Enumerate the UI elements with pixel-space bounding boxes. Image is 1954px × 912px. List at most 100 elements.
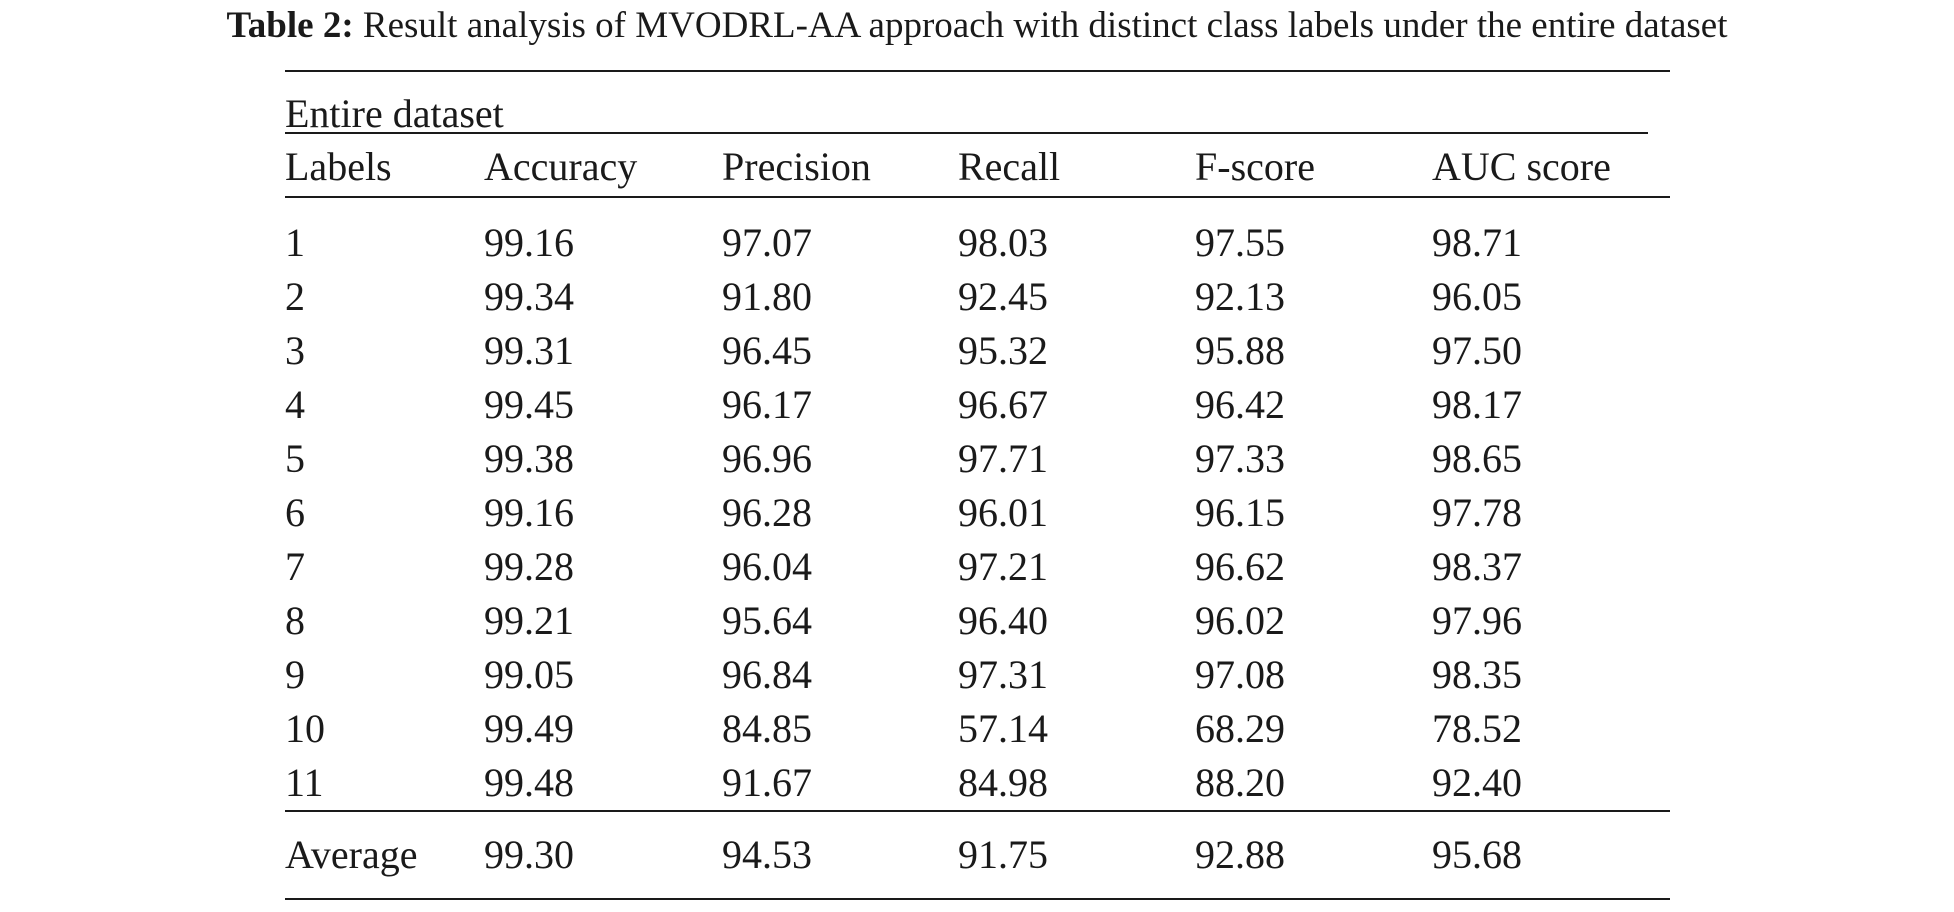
table-cell: 68.29 — [1195, 706, 1285, 751]
table-cell: 1 — [285, 220, 305, 265]
table-cell: 3 — [285, 328, 305, 373]
table-cell: 99.30 — [484, 810, 722, 900]
table-cell: 97.33 — [1195, 436, 1285, 481]
table-cell: 99.48 — [484, 760, 574, 805]
table-cell: 96.01 — [958, 490, 1048, 535]
column-header: F-score — [1195, 138, 1432, 198]
table-cell: Average — [285, 810, 484, 900]
table-cell: 97.08 — [1195, 652, 1285, 697]
column-header: AUC score — [1432, 138, 1671, 198]
table-cell: 98.37 — [1432, 544, 1522, 589]
table-cell: 99.34 — [484, 274, 574, 319]
group-header-row: Entire dataset — [285, 70, 1671, 138]
table-cell: 6 — [285, 490, 305, 535]
table-cell: 96.05 — [1432, 274, 1522, 319]
table-cell: 95.88 — [1195, 328, 1285, 373]
table-cell: 92.45 — [958, 274, 1048, 319]
table-row: 6 99.16 96.28 96.01 96.15 97.78 — [285, 486, 1670, 540]
table-row: 3 99.31 96.45 95.32 95.88 97.50 — [285, 324, 1670, 378]
table-cell: 98.17 — [1432, 382, 1522, 427]
table-cell: 88.20 — [1195, 760, 1285, 805]
table-cell: 57.14 — [958, 706, 1048, 751]
table-cell: 96.40 — [958, 598, 1048, 643]
table-cell: 91.67 — [722, 760, 812, 805]
spacer-row — [285, 197, 1670, 216]
table-cell: 97.55 — [1195, 220, 1285, 265]
group-header-rule — [285, 132, 1648, 134]
table-cell: 2 — [285, 274, 305, 319]
table-cell: 95.32 — [958, 328, 1048, 373]
table-row: 7 99.28 96.04 97.21 96.62 98.37 — [285, 540, 1670, 594]
table-cell: 96.84 — [722, 652, 812, 697]
table-body: 1 99.16 97.07 98.03 97.55 98.71 2 99.34 91.80 92.… — [285, 216, 1670, 811]
table-cell: 96.42 — [1195, 382, 1285, 427]
table-cell: 92.88 — [1195, 810, 1432, 900]
results-table-container: Entire dataset Labels Accuracy Precision… — [285, 70, 1671, 900]
table-cell: 5 — [285, 436, 305, 481]
spacer-cell — [285, 197, 1670, 216]
results-table: Entire dataset Labels Accuracy Precision… — [285, 70, 1671, 900]
table-caption-text: Result analysis of MVODRL-AA approach wi… — [353, 5, 1728, 46]
table-cell: 96.17 — [722, 382, 812, 427]
column-header-row: Labels Accuracy Precision Recall F-score… — [285, 138, 1671, 198]
table-cell: 97.71 — [958, 436, 1048, 481]
table-cell: 4 — [285, 382, 305, 427]
table-cell: 97.96 — [1432, 598, 1522, 643]
table-cell: 99.21 — [484, 598, 574, 643]
table-row: 5 99.38 96.96 97.71 97.33 98.65 — [285, 432, 1670, 486]
table-cell: 96.28 — [722, 490, 812, 535]
table-cell: 7 — [285, 544, 305, 589]
table-caption-label: Table 2: — [226, 5, 354, 46]
table-cell: 97.31 — [958, 652, 1048, 697]
table-cell: 78.52 — [1432, 706, 1522, 751]
table-cell: 99.31 — [484, 328, 574, 373]
table-row: 4 99.45 96.17 96.67 96.42 98.17 — [285, 378, 1670, 432]
table-cell: 84.85 — [722, 706, 812, 751]
table-cell: 96.67 — [958, 382, 1048, 427]
table-cell: 9 — [285, 652, 305, 697]
table-cell: 97.21 — [958, 544, 1048, 589]
table-cell: 99.16 — [484, 220, 574, 265]
table-cell: 97.50 — [1432, 328, 1522, 373]
table-cell: 84.98 — [958, 760, 1048, 805]
table-cell: 95.68 — [1432, 810, 1671, 900]
average-row: Average 99.30 94.53 91.75 92.88 95.68 — [285, 810, 1671, 900]
group-header-cell: Entire dataset — [285, 70, 1671, 138]
table-cell: 99.28 — [484, 544, 574, 589]
table-cell: 99.16 — [484, 490, 574, 535]
table-cell: 98.71 — [1432, 220, 1522, 265]
table-cell: 96.04 — [722, 544, 812, 589]
table-cell: 98.65 — [1432, 436, 1522, 481]
table-cell: 97.07 — [722, 220, 812, 265]
column-header: Precision — [722, 138, 958, 198]
table-cell: 92.40 — [1432, 760, 1522, 805]
table-cell: 11 — [285, 760, 324, 805]
table-cell: 8 — [285, 598, 305, 643]
table-cell: 97.78 — [1432, 490, 1522, 535]
table-cell: 96.96 — [722, 436, 812, 481]
table-cell: 96.02 — [1195, 598, 1285, 643]
column-header: Accuracy — [484, 138, 722, 198]
table-cell: 92.13 — [1195, 274, 1285, 319]
table-cell: 96.62 — [1195, 544, 1285, 589]
table-row: 9 99.05 96.84 97.31 97.08 98.35 — [285, 648, 1670, 702]
table-cell: 94.53 — [722, 810, 958, 900]
table-row: 1 99.16 97.07 98.03 97.55 98.71 — [285, 216, 1670, 270]
column-header: Labels — [285, 138, 484, 198]
table-cell: 91.80 — [722, 274, 812, 319]
table-cell: 10 — [285, 706, 325, 751]
table-cell: 96.15 — [1195, 490, 1285, 535]
table-row: 10 99.49 84.85 57.14 68.29 78.52 — [285, 702, 1670, 756]
table-row: 8 99.21 95.64 96.40 96.02 97.96 — [285, 594, 1670, 648]
table-cell: 99.38 — [484, 436, 574, 481]
table-cell: 91.75 — [958, 810, 1195, 900]
table-cell: 96.45 — [722, 328, 812, 373]
table-cell: 95.64 — [722, 598, 812, 643]
table-row: 11 99.48 91.67 84.98 88.20 92.40 — [285, 756, 1670, 811]
column-header: Recall — [958, 138, 1195, 198]
table-cell: 98.35 — [1432, 652, 1522, 697]
table-cell: 99.49 — [484, 706, 574, 751]
table-cell: 99.05 — [484, 652, 574, 697]
table-caption: Table 2: Result analysis of MVODRL-AA ap… — [0, 2, 1954, 50]
table-row: 2 99.34 91.80 92.45 92.13 96.05 — [285, 270, 1670, 324]
